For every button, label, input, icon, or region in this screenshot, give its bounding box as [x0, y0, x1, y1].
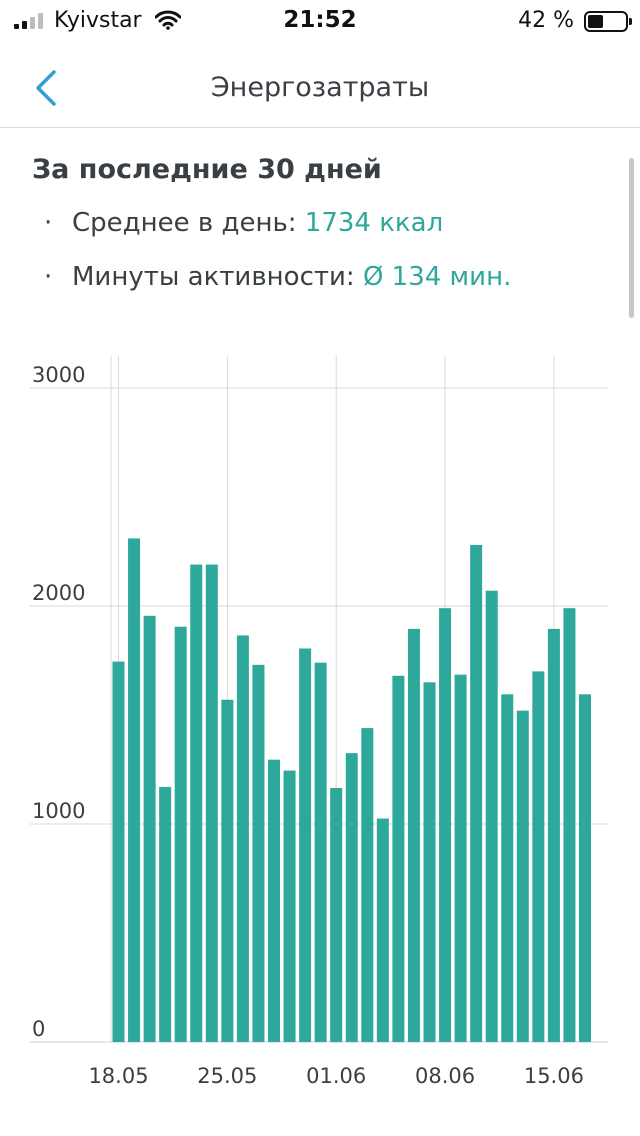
- bar-31.05: [314, 662, 327, 1042]
- bar-29.05: [283, 770, 296, 1042]
- x-tick-label: 18.05: [88, 1064, 148, 1088]
- bar-01.06: [330, 788, 343, 1042]
- avg-value: 1734 ккал: [304, 208, 444, 238]
- active-label: Минуты активности:: [72, 262, 363, 292]
- bar-09.06: [454, 674, 467, 1042]
- bar-21.05: [159, 786, 172, 1042]
- bar-05.06: [392, 675, 405, 1042]
- battery-icon: [584, 11, 632, 32]
- bar-24.05: [205, 564, 218, 1042]
- bar-11.06: [485, 590, 498, 1042]
- x-tick-label: 01.06: [306, 1064, 366, 1088]
- bar-22.05: [174, 626, 187, 1042]
- nav-bar: Энергозатраты: [0, 48, 640, 128]
- summary-title: За последние 30 дней: [32, 154, 382, 185]
- bar-18.05: [112, 661, 125, 1042]
- bar-16.06: [563, 608, 576, 1042]
- bar-20.05: [143, 615, 156, 1042]
- bar-07.06: [423, 682, 436, 1042]
- y-tick-label: 2000: [32, 581, 85, 605]
- bar-25.05: [221, 699, 234, 1042]
- energy-bar-chart: 0 1000 2000 3000 18.05 25.05 01.06 08.06 15.06: [30, 356, 608, 1088]
- bar-06.06: [407, 628, 420, 1042]
- bar-03.06: [361, 728, 374, 1042]
- bar-30.05: [299, 648, 312, 1042]
- active-value: Ø 134 мин.: [362, 262, 512, 292]
- bar-23.05: [190, 564, 203, 1042]
- bar-15.06: [547, 628, 560, 1042]
- avg-label: Среднее в день:: [72, 208, 305, 238]
- bar-27.05: [252, 664, 265, 1042]
- bar-13.06: [516, 710, 529, 1042]
- bar-10.06: [470, 544, 483, 1042]
- y-tick-label: 3000: [32, 363, 85, 387]
- back-chevron-icon[interactable]: [26, 66, 66, 110]
- bullet-icon: ·: [44, 262, 53, 292]
- scroll-indicator[interactable]: [629, 158, 634, 318]
- x-tick-label: 15.06: [524, 1064, 584, 1088]
- status-bar: Kyivstar 21:52 42 %: [0, 0, 640, 40]
- bullet-icon: ·: [44, 208, 53, 238]
- bar-02.06: [345, 753, 358, 1042]
- bar-14.06: [532, 671, 545, 1042]
- page-title: Энергозатраты: [210, 72, 430, 103]
- bar-26.05: [236, 635, 249, 1042]
- battery-percent: 42 %: [518, 8, 574, 33]
- bar-04.06: [376, 818, 389, 1042]
- wifi-icon: [155, 10, 181, 30]
- summary-active-minutes: · Минуты активности: Ø 134 мин.: [44, 262, 511, 292]
- y-tick-label: 1000: [32, 799, 85, 823]
- bar-19.05: [128, 538, 141, 1042]
- bar-12.06: [501, 694, 514, 1042]
- x-tick-label: 25.05: [197, 1064, 257, 1088]
- x-tick-label: 08.06: [415, 1064, 475, 1088]
- signal-icon: [14, 13, 46, 29]
- bar-08.06: [439, 608, 452, 1042]
- summary-avg: · Среднее в день: 1734 ккал: [44, 208, 443, 238]
- y-tick-label: 0: [32, 1017, 45, 1041]
- bar-17.06: [579, 694, 591, 1042]
- bar-28.05: [268, 759, 280, 1042]
- status-time: 21:52: [283, 7, 357, 33]
- carrier-name: Kyivstar: [54, 8, 142, 33]
